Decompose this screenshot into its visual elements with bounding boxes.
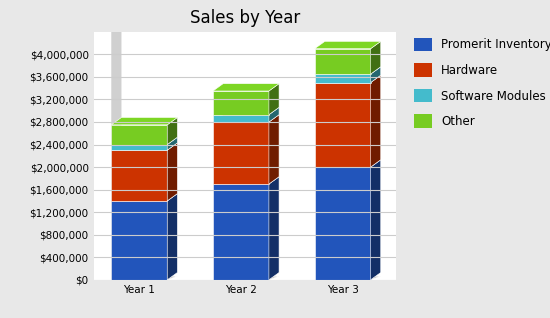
Polygon shape (315, 74, 371, 83)
Polygon shape (213, 276, 279, 280)
Legend: Promerit Inventory Basic, Hardware, Software Modules, Other: Promerit Inventory Basic, Hardware, Soft… (414, 38, 550, 128)
Polygon shape (213, 107, 279, 115)
Polygon shape (111, 125, 167, 145)
Polygon shape (371, 75, 381, 167)
Polygon shape (167, 117, 178, 145)
Polygon shape (315, 67, 381, 74)
Polygon shape (371, 67, 381, 83)
Polygon shape (111, 201, 167, 280)
Polygon shape (269, 84, 279, 115)
Polygon shape (269, 107, 279, 122)
Polygon shape (213, 184, 269, 280)
Polygon shape (315, 41, 381, 49)
Polygon shape (111, 276, 178, 280)
Polygon shape (111, 143, 178, 150)
Polygon shape (213, 177, 279, 184)
Polygon shape (213, 115, 279, 122)
Polygon shape (111, 137, 178, 145)
Polygon shape (315, 83, 371, 167)
Polygon shape (111, 150, 167, 201)
Polygon shape (111, 194, 178, 201)
Polygon shape (111, 145, 167, 150)
Polygon shape (315, 160, 381, 167)
Polygon shape (111, 28, 122, 280)
Polygon shape (371, 41, 381, 74)
Polygon shape (315, 276, 381, 280)
Polygon shape (213, 115, 269, 122)
Polygon shape (269, 115, 279, 184)
Polygon shape (269, 177, 279, 280)
Polygon shape (167, 137, 178, 150)
Polygon shape (315, 167, 371, 280)
Polygon shape (213, 91, 269, 115)
Polygon shape (315, 49, 371, 74)
Polygon shape (213, 84, 279, 91)
Polygon shape (167, 194, 178, 280)
Polygon shape (371, 160, 381, 280)
Polygon shape (111, 117, 178, 125)
Title: Sales by Year: Sales by Year (190, 10, 300, 27)
Polygon shape (167, 143, 178, 201)
Polygon shape (315, 75, 381, 83)
Polygon shape (213, 122, 269, 184)
